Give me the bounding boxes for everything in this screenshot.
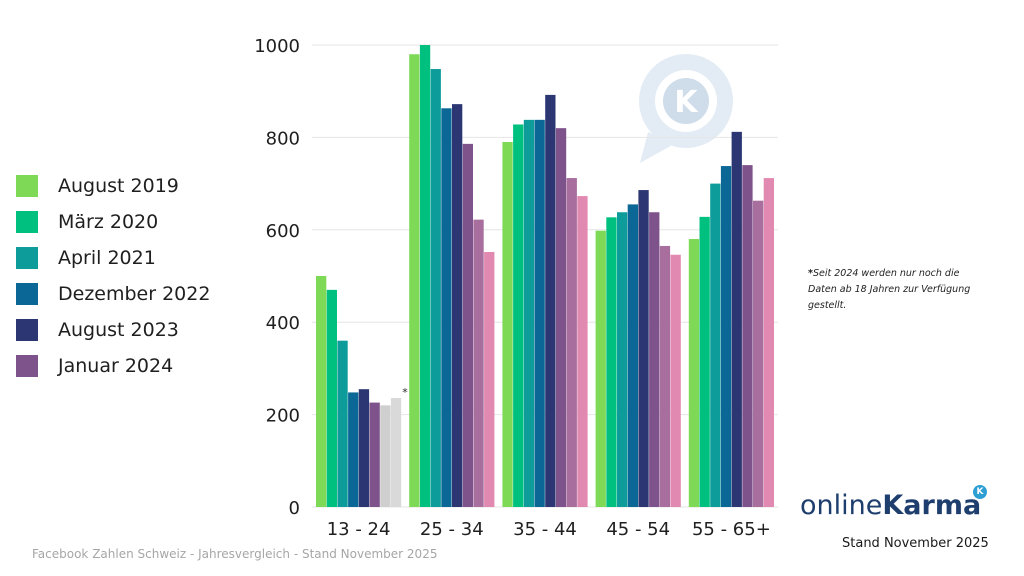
legend-item: April 2021 [16,240,210,276]
x-tick-label: 45 - 54 [606,519,670,540]
y-tick-label: 0 [289,498,300,519]
bar [380,405,391,507]
bar [316,276,327,507]
bar [534,119,545,508]
bar [742,165,753,507]
legend-item: März 2020 [16,204,210,240]
bar [763,178,774,507]
footnote-marker: * [808,268,813,279]
bar [659,245,671,507]
bar [502,142,513,507]
bar [462,143,473,508]
bar [348,392,359,507]
bar [337,340,348,507]
legend-label: April 2021 [58,247,156,269]
legend-label: Januar 2024 [58,355,174,377]
legend-swatch [16,319,38,341]
bar [753,200,764,507]
bar [369,402,380,507]
bar [688,239,700,508]
bar-annotation-marker: * [402,386,408,399]
bar [577,196,588,507]
brand-name-part1: online [800,490,883,521]
bar [390,397,402,507]
bar [358,389,370,507]
legend-item: Dezember 2022 [16,276,210,312]
footnote: *Seit 2024 werden nur noch die Daten ab … [808,266,978,314]
brand-name-part2: Karma [882,490,982,521]
brand-mark-icon: K [973,485,987,499]
legend-swatch [16,247,38,269]
bar [566,178,577,507]
bar [441,108,452,507]
bar [606,217,617,508]
x-tick-label: 25 - 34 [420,519,484,540]
bar [617,212,628,507]
bar [409,54,420,508]
bar [555,128,567,507]
bar [430,69,441,508]
bar [419,45,431,507]
legend-item: August 2023 [16,312,210,348]
bar [473,219,484,508]
bar [627,204,638,507]
bar [699,216,710,507]
x-tick-label: 35 - 44 [513,519,577,540]
legend-item: August 2019 [16,168,210,204]
y-tick-label: 600 [266,221,300,242]
legend-label: August 2023 [58,319,179,341]
legend-swatch [16,175,38,197]
legend-swatch [16,355,38,377]
x-tick-label: 55 - 65+ [692,519,771,540]
bar [513,124,524,508]
bar [638,190,649,507]
bar [710,183,721,507]
bar [326,289,337,507]
watermark-letter: K [674,85,699,120]
bar [523,119,535,508]
bar [649,212,660,507]
source-caption: Facebook Zahlen Schweiz - Jahresvergleic… [32,547,438,561]
legend-label: März 2020 [58,211,159,233]
bar [595,230,606,507]
brand-logo: onlineKarma [800,490,981,521]
legend-item: Januar 2024 [16,348,210,384]
legend-label: August 2019 [58,175,179,197]
x-tick-label: 13 - 24 [327,519,391,540]
bar [484,251,495,507]
y-tick-label: 400 [266,313,300,334]
legend-swatch [16,211,38,233]
karma-watermark-icon: K [639,54,733,163]
footnote-text: Seit 2024 werden nur noch die Daten ab 1… [808,268,971,311]
stand-label: Stand November 2025 [842,536,989,551]
legend-swatch [16,283,38,305]
y-tick-label: 1000 [254,36,300,57]
bar [720,166,732,507]
bar [670,254,681,507]
bar [545,94,556,508]
bar [731,131,742,507]
legend: August 2019 März 2020 April 2021 Dezember 2… [16,168,210,384]
y-tick-label: 200 [266,406,300,427]
bar [452,104,463,508]
y-tick-label: 800 [266,128,300,149]
legend-label: Dezember 2022 [58,283,211,305]
